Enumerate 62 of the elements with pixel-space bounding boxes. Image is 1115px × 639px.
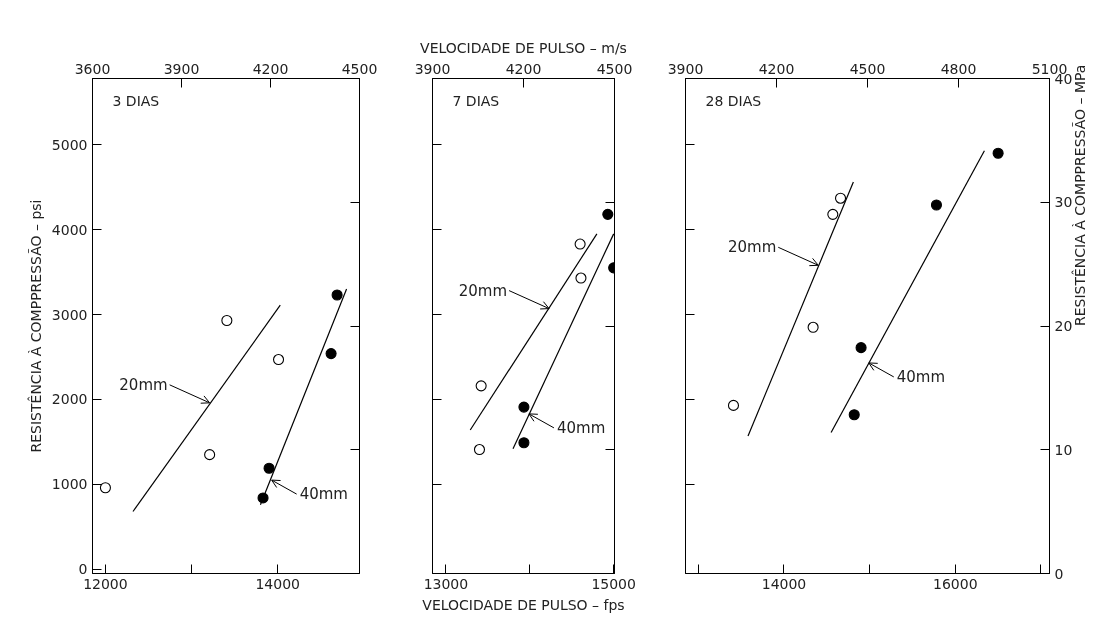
y2-axis-title: RESISTÊNCIA À COMPPRESSÃO – MPa — [1071, 64, 1089, 326]
x2-tick-label: 4800 — [940, 60, 977, 77]
point — [475, 380, 487, 392]
annotation: 20mm — [119, 375, 168, 394]
y2-tick-label: 30 — [1054, 194, 1073, 211]
x-tick-label: 14000 — [761, 575, 807, 592]
x-tick-label: 13000 — [423, 575, 469, 592]
point — [930, 199, 942, 211]
annotation: 40mm — [896, 367, 946, 386]
y2-tick-label: 20 — [1054, 318, 1073, 334]
text: 3 DIAS — [112, 92, 160, 109]
x-tick-label: 12000 — [83, 575, 128, 592]
text: 28 DIAS — [705, 92, 762, 109]
point — [473, 444, 486, 456]
point — [855, 342, 867, 354]
point — [827, 208, 839, 220]
x2-tick-label: 4500 — [341, 60, 378, 77]
x-tick-label: 15000 — [591, 575, 636, 592]
point — [848, 409, 860, 421]
x2-tick-label: 4500 — [596, 60, 633, 77]
text: 7 DIAS — [452, 92, 500, 109]
point — [99, 482, 111, 494]
y-tick-label: 5000 — [51, 136, 88, 153]
point — [834, 192, 847, 204]
x-tick-label: 14000 — [255, 575, 300, 592]
y2-tick-label: 0 — [1054, 565, 1064, 582]
x2-tick-label: 4200 — [758, 60, 795, 77]
y2-tick-label: 10 — [1054, 441, 1073, 458]
x2-tick-label: 3600 — [74, 60, 111, 77]
x2-tick-label: 3900 — [667, 60, 704, 77]
x2-tick-label: 4500 — [849, 60, 886, 77]
x-tick-label: 16000 — [933, 575, 978, 592]
point — [325, 348, 337, 360]
annotation: 20mm — [458, 281, 508, 300]
point — [602, 208, 614, 220]
point — [992, 147, 1004, 159]
annotation: 40mm — [299, 485, 348, 504]
y-tick-label: 2000 — [51, 391, 88, 408]
y-tick-label: 1000 — [51, 476, 88, 493]
y-axis-title: RESISTÊNCIA À COMPPRESSÃO – psi — [26, 199, 44, 453]
point — [518, 401, 530, 413]
point — [331, 289, 343, 301]
x2-tick-label: 3900 — [163, 60, 200, 77]
x2-tick-label: 3900 — [414, 60, 451, 77]
point — [204, 449, 216, 461]
x2-tick-label: 4200 — [252, 60, 289, 77]
annotation: 40mm — [556, 418, 606, 437]
x-axis-title: VELOCIDADE DE PULSO – fps — [422, 596, 625, 613]
point — [574, 238, 586, 250]
point — [807, 321, 819, 333]
x2-axis-title: VELOCIDADE DE PULSO – m/s — [420, 39, 627, 56]
point — [221, 314, 233, 327]
point — [575, 272, 587, 284]
y-tick-label: 3000 — [51, 306, 88, 323]
y-tick-label: 0 — [78, 561, 88, 578]
x2-tick-label: 4200 — [505, 60, 542, 77]
y-tick-label: 4000 — [51, 221, 88, 238]
point — [727, 399, 740, 411]
point — [263, 462, 275, 474]
point — [518, 437, 530, 449]
annotation: 20mm — [727, 238, 777, 257]
point — [272, 354, 285, 366]
